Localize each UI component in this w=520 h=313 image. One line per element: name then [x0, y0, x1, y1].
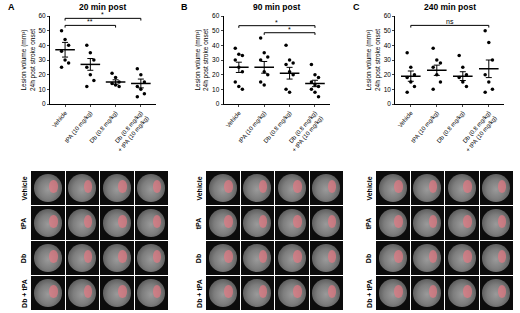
svg-text:50: 50 — [212, 27, 220, 34]
svg-text:30: 30 — [38, 56, 46, 63]
svg-text:ns: ns — [446, 18, 454, 25]
html-text:Db: Db — [195, 253, 203, 264]
svg-text:30: 30 — [212, 56, 220, 63]
svg-text:*: * — [275, 19, 278, 26]
svg-text:50: 50 — [384, 27, 392, 34]
svg-text:**: ** — [87, 18, 93, 25]
svg-text:0: 0 — [387, 100, 391, 107]
svg-text:Db (0.8 mg/kg): Db (0.8 mg/kg) — [436, 110, 466, 144]
svg-text:tPA (10 mg/kg): tPA (10 mg/kg) — [410, 110, 440, 144]
svg-text:Lesion volume (mm³)24h post st: Lesion volume (mm³)24h post stroke onset — [194, 29, 210, 91]
svg-text:60: 60 — [212, 12, 220, 19]
svg-text:Vehicle: Vehicle — [397, 109, 414, 128]
svg-text:Db (0.8 mg/kg): Db (0.8 mg/kg) — [89, 110, 119, 144]
svg-text:Vehicle: Vehicle — [51, 109, 68, 128]
html-text:Vehicle: Vehicle — [195, 176, 203, 201]
html-text:Vehicle: Vehicle — [365, 176, 373, 201]
html-text:Db: Db — [365, 253, 373, 264]
svg-text:10: 10 — [212, 86, 220, 93]
svg-text:Db (0.8 mg/kg): Db (0.8 mg/kg) — [263, 110, 293, 144]
svg-text:20: 20 — [212, 71, 220, 78]
svg-text:20: 20 — [38, 71, 46, 78]
svg-text:20 min post: 20 min post — [79, 2, 126, 12]
svg-text:20: 20 — [384, 71, 392, 78]
svg-text:*: * — [101, 11, 104, 18]
svg-text:60: 60 — [384, 12, 392, 19]
svg-text:40: 40 — [212, 42, 220, 49]
svg-text:10: 10 — [38, 86, 46, 93]
svg-text:Db (0.8 mg/kg)+ tPA (10 mg/kg): Db (0.8 mg/kg)+ tPA (10 mg/kg) — [111, 110, 150, 153]
svg-text:0: 0 — [216, 100, 220, 107]
html-text:Db + tPA: Db + tPA — [195, 279, 203, 308]
svg-text:60: 60 — [38, 12, 46, 19]
svg-text:Lesion volume (mm³)24h post st: Lesion volume (mm³)24h post stroke onset — [20, 29, 36, 91]
html-text:tPA: tPA — [195, 217, 203, 230]
svg-text:10: 10 — [384, 86, 392, 93]
svg-text:50: 50 — [38, 27, 46, 34]
svg-text:0: 0 — [42, 100, 46, 107]
svg-text:tPA (10 mg/kg): tPA (10 mg/kg) — [237, 110, 267, 144]
svg-text:Db (0.8 mg/kg)+ tPA (10 mg/kg): Db (0.8 mg/kg)+ tPA (10 mg/kg) — [459, 110, 498, 153]
html-text:Db + tPA: Db + tPA — [365, 279, 373, 308]
svg-text:A: A — [8, 2, 15, 12]
svg-text:40: 40 — [38, 42, 46, 49]
html-text:tPA: tPA — [365, 217, 373, 230]
svg-text:Lesion volume (mm³)24h post st: Lesion volume (mm³)24h post stroke onset — [365, 29, 381, 91]
html-text:Vehicle: Vehicle — [20, 176, 28, 201]
svg-text:30: 30 — [384, 56, 392, 63]
svg-text:C: C — [353, 2, 360, 12]
html-text:Db: Db — [20, 253, 28, 264]
svg-text:Vehicle: Vehicle — [225, 109, 242, 128]
svg-text:240 min post: 240 min post — [424, 2, 476, 12]
svg-text:40: 40 — [384, 42, 392, 49]
html-text:Db + tPA: Db + tPA — [20, 279, 28, 308]
svg-text:tPA (10 mg/kg): tPA (10 mg/kg) — [64, 110, 94, 144]
html-text:tPA: tPA — [20, 217, 28, 230]
svg-text:90 min post: 90 min post — [253, 2, 300, 12]
svg-text:Db (0.8 mg/kg)+ tPA (10 mg/kg): Db (0.8 mg/kg)+ tPA (10 mg/kg) — [285, 110, 324, 153]
svg-text:B: B — [181, 2, 188, 12]
svg-text:*: * — [288, 26, 291, 33]
